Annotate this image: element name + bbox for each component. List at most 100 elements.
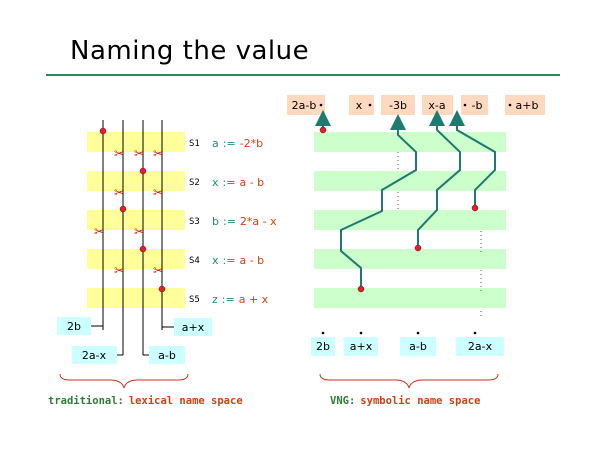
box-bg	[174, 318, 212, 336]
statement-s3: b:= 2*a - x	[212, 215, 277, 228]
value-box-2b: 2b	[311, 331, 335, 356]
box-bg	[349, 95, 374, 115]
input-box-2a-minus-x: 2a-x	[72, 346, 117, 364]
left-caption: traditional: lexical name space	[48, 395, 243, 407]
box-label: 2a-x	[468, 340, 493, 353]
pending-dotted-lines	[397, 152, 482, 318]
right-brace	[319, 373, 499, 389]
input-connectors	[91, 325, 174, 356]
stmt-label-s3: S3	[189, 217, 200, 227]
left-brace	[59, 373, 189, 389]
box-label: -b	[472, 99, 483, 112]
value-box-a-plus-x: a+x	[344, 331, 378, 356]
box-label: x-a	[428, 99, 445, 112]
box-label: a+x	[350, 340, 373, 353]
scissors-icon: ✂	[153, 147, 164, 162]
port-dot	[359, 331, 363, 335]
arrow-icon	[417, 110, 461, 248]
box-bg	[149, 346, 185, 364]
box-label: a-b	[409, 340, 427, 353]
value-box-2a-b: 2a-b	[287, 95, 325, 115]
right-panel: 2a-b x -3b x-a -b	[287, 95, 545, 407]
box-label: a+x	[182, 321, 205, 334]
box-label: -3b	[389, 99, 407, 112]
box-label: 2b	[316, 340, 330, 353]
scissors-icon: ✂	[134, 147, 145, 162]
input-box-a-minus-b: a-b	[149, 346, 185, 364]
right-dots	[319, 126, 479, 293]
statement-s4: x:= a - b	[212, 254, 264, 267]
band-r3	[314, 210, 506, 230]
statement-s2: x:= a - b	[212, 176, 264, 189]
port-dot	[416, 331, 420, 335]
box-bg	[344, 337, 378, 356]
value-box-a-plus-b: a+b	[505, 95, 545, 115]
title-underline	[46, 74, 560, 76]
red-dot-icon	[158, 285, 166, 293]
box-label: 2a-b	[292, 99, 317, 112]
value-box-minus-3b: -3b	[381, 95, 415, 115]
red-dot-icon	[99, 127, 107, 135]
red-dot-icon	[414, 244, 422, 252]
box-bg	[400, 337, 436, 356]
box-label: 2a-x	[82, 349, 107, 362]
top-value-boxes: 2a-b x -3b x-a -b	[287, 95, 545, 115]
band-r2	[314, 171, 506, 191]
box-bg	[72, 346, 117, 364]
value-box-x: x	[349, 95, 374, 115]
variable-lines	[102, 120, 163, 355]
scissors-icon: ✂	[94, 225, 105, 240]
box-bg	[381, 95, 415, 115]
scissors-icon: ✂	[114, 186, 125, 201]
statement-labels: S1 S2 S3 S4 S5	[189, 139, 200, 305]
box-label: x	[356, 99, 363, 112]
statement-s5: z:= a + x	[212, 293, 269, 306]
input-box-a-plus-x: a+x	[174, 318, 212, 336]
port-dot	[321, 331, 325, 335]
statement-texts: a:= -2*b x:= a - b b:= 2*a - x x:= a - b z:=…	[212, 137, 277, 306]
arrow-icon	[340, 114, 417, 289]
arrow-icon	[449, 110, 496, 208]
red-dot-icon	[471, 204, 479, 212]
box-bg	[505, 95, 545, 115]
band-r5	[314, 288, 506, 308]
scissors-icon: ✂	[134, 225, 145, 240]
stmt-label-s4: S4	[189, 256, 200, 266]
stmt-label-s2: S2	[189, 178, 200, 188]
green-bands	[314, 132, 506, 308]
scissor-marks: ✂ ✂ ✂ ✂ ✂ ✂ ✂ ✂ ✂	[94, 147, 164, 279]
band-s3	[87, 210, 185, 230]
value-box-2a-minus-x: 2a-x	[456, 331, 504, 356]
band-s4	[87, 249, 185, 269]
right-caption: VNG: symbolic name space	[330, 395, 480, 407]
value-arrows	[315, 110, 496, 289]
box-label: a-b	[158, 349, 176, 362]
scissors-icon: ✂	[153, 264, 164, 279]
left-panel: ✂ ✂ ✂ ✂ ✂ ✂ ✂ ✂ ✂ S1 S2 S3 S4 S5 a:= -2*b…	[48, 120, 277, 407]
band-r4	[314, 249, 506, 269]
red-dot-icon	[357, 285, 365, 293]
port-dot	[508, 103, 512, 107]
red-dot-icon	[319, 126, 327, 134]
port-dot	[463, 103, 467, 107]
left-input-boxes: 2b a+x 2a-x a-b	[57, 317, 212, 364]
port-dot	[319, 103, 323, 107]
scissors-icon: ✂	[114, 264, 125, 279]
box-bg	[311, 337, 335, 356]
box-bg	[57, 317, 91, 335]
input-box-2b: 2b	[57, 317, 91, 335]
left-dots	[99, 127, 166, 293]
red-dot-icon	[139, 245, 147, 253]
band-s5	[87, 288, 185, 308]
box-label: 2b	[67, 320, 81, 333]
value-box-minus-b: -b	[461, 95, 488, 115]
box-bg	[456, 337, 504, 356]
red-dot-icon	[119, 205, 127, 213]
port-dot	[473, 331, 477, 335]
value-box-a-minus-b: a-b	[400, 331, 436, 356]
value-box-x-a: x-a	[422, 95, 453, 115]
box-bg	[461, 95, 488, 115]
red-dot-icon	[139, 167, 147, 175]
band-s1	[87, 132, 185, 152]
port-dot	[368, 103, 372, 107]
